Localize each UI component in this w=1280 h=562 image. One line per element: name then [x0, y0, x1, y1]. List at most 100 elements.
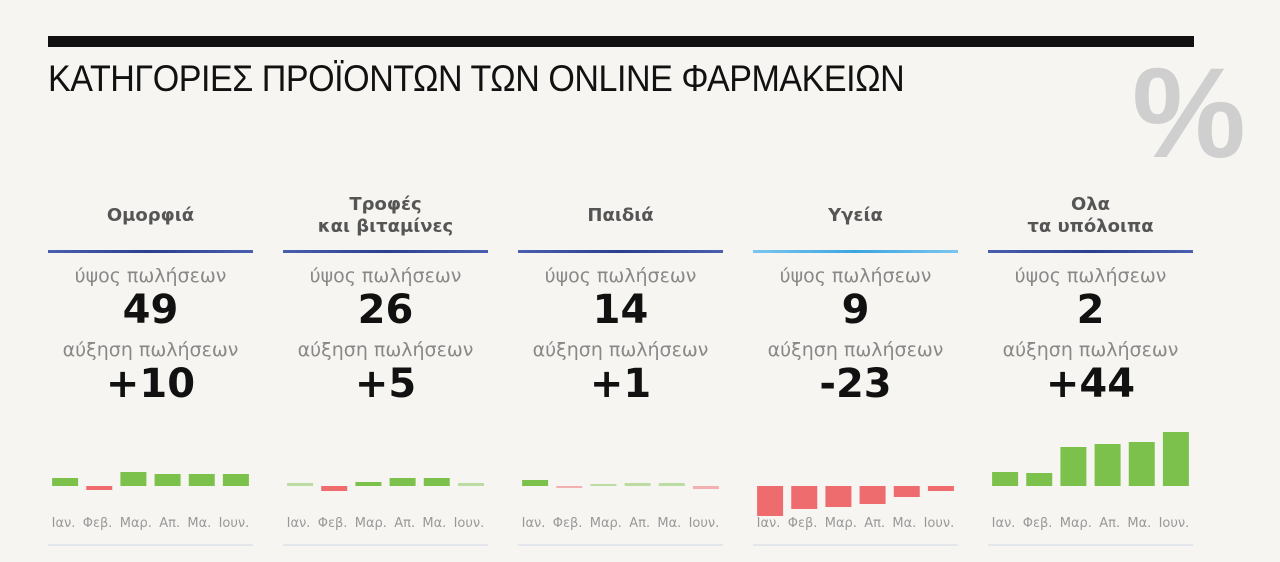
- sales-value: 49: [122, 287, 179, 333]
- month-label: Απ.: [159, 516, 181, 531]
- month-label: Απ.: [394, 516, 416, 531]
- month-label: Μα.: [657, 516, 682, 531]
- month-label: Μαρ.: [119, 516, 152, 531]
- bar-Ιαν.: [757, 486, 784, 516]
- mini-bar-chart: [757, 486, 954, 516]
- bottom-rule: [283, 544, 488, 546]
- bar-Μα.: [658, 483, 685, 486]
- bar-Ιαν.: [52, 478, 79, 486]
- month-label: Ιουν.: [218, 516, 250, 531]
- bar-Μα.: [893, 486, 920, 497]
- heading-rule: [753, 250, 958, 253]
- category-title: Ομορφιά: [106, 205, 195, 226]
- month-label: Απ.: [629, 516, 651, 531]
- growth-value: +44: [1045, 361, 1136, 407]
- growth-label: αύξηση πωλήσεων: [1002, 339, 1179, 361]
- sales-value: 14: [592, 287, 649, 333]
- bar-Φεβ.: [556, 486, 583, 488]
- percent-logo: %: [1132, 42, 1246, 185]
- month-label: Φεβ.: [1022, 516, 1053, 531]
- month-label: Μαρ.: [354, 516, 387, 531]
- category-panel: Υγεία ύψος πωλήσεων 9 αύξηση πωλήσεων -2…: [753, 190, 958, 546]
- growth-label: αύξηση πωλήσεων: [767, 339, 944, 361]
- growth-label: αύξηση πωλήσεων: [297, 339, 474, 361]
- growth-value: +5: [354, 361, 417, 407]
- heading-rule: [48, 250, 253, 253]
- category-panel: Ομορφιά ύψος πωλήσεων 49 αύξηση πωλήσεων…: [48, 190, 253, 546]
- month-labels: Ιαν. Φεβ. Μαρ. Απ. Μα. Ιουν.: [283, 516, 488, 531]
- bar-Απ.: [624, 483, 651, 486]
- bar-Ιουν.: [1162, 432, 1189, 486]
- bar-Ιαν.: [287, 483, 314, 486]
- month-label: Φεβ.: [82, 516, 113, 531]
- category-title: Υγεία: [828, 205, 883, 226]
- category-panel: Ολα τα υπόλοιπα ύψος πωλήσεων 2 αύξηση π…: [988, 190, 1193, 546]
- sales-label: ύψος πωλήσεων: [309, 265, 462, 287]
- category-panel: Τροφές και βιταμίνες ύψος πωλήσεων 26 αύ…: [283, 190, 488, 546]
- month-label: Ιουν.: [688, 516, 720, 531]
- bar-Μα.: [1128, 442, 1155, 486]
- top-rule: [48, 36, 1194, 47]
- bar-Απ.: [1094, 444, 1121, 486]
- month-labels: Ιαν. Φεβ. Μαρ. Απ. Μα. Ιουν.: [753, 516, 958, 531]
- month-label: Απ.: [864, 516, 886, 531]
- bottom-rule: [518, 544, 723, 546]
- heading-rule: [283, 250, 488, 253]
- bar-Μαρ.: [1060, 447, 1087, 486]
- month-label: Μα.: [892, 516, 917, 531]
- heading-rule: [518, 250, 723, 253]
- sales-label: ύψος πωλήσεων: [1014, 265, 1167, 287]
- bar-Ιαν.: [522, 480, 549, 486]
- bar-Ιουν.: [927, 486, 954, 491]
- month-label: Μα.: [187, 516, 212, 531]
- sales-value: 9: [841, 287, 870, 333]
- sales-value: 26: [357, 287, 414, 333]
- month-label: Ιαν.: [286, 516, 311, 531]
- category-title: Τροφές και βιταμίνες: [317, 194, 454, 237]
- bar-Φεβ.: [791, 486, 818, 509]
- bar-Μαρ.: [590, 484, 617, 486]
- bar-Ιουν.: [692, 486, 719, 489]
- month-label: Ιαν.: [991, 516, 1016, 531]
- sales-label: ύψος πωλήσεων: [544, 265, 697, 287]
- month-label: Ιουν.: [453, 516, 485, 531]
- bar-Απ.: [859, 486, 886, 504]
- growth-value: -23: [819, 361, 892, 407]
- month-label: Μαρ.: [824, 516, 857, 531]
- month-label: Μαρ.: [1059, 516, 1092, 531]
- month-labels: Ιαν. Φεβ. Μαρ. Απ. Μα. Ιουν.: [988, 516, 1193, 531]
- month-label: Φεβ.: [552, 516, 583, 531]
- bar-Μαρ.: [120, 472, 147, 486]
- month-label: Ιαν.: [521, 516, 546, 531]
- bar-Μα.: [423, 478, 450, 486]
- sales-label: ύψος πωλήσεων: [779, 265, 932, 287]
- bar-Μαρ.: [825, 486, 852, 507]
- month-label: Ιουν.: [1158, 516, 1190, 531]
- page-title: ΚΑΤΗΓΟΡΙΕΣ ΠΡΟΪΟΝΤΩΝ ΤΩΝ ONLINE ΦΑΡΜΑΚΕΙ…: [48, 58, 905, 99]
- category-title: Ολα τα υπόλοιπα: [1027, 194, 1154, 237]
- growth-value: +10: [105, 361, 196, 407]
- bar-Ιουν.: [222, 474, 249, 486]
- mini-bar-chart: [522, 480, 719, 489]
- bar-Φεβ.: [321, 486, 348, 491]
- month-label: Φεβ.: [787, 516, 818, 531]
- month-label: Ιαν.: [51, 516, 76, 531]
- bar-Φεβ.: [86, 486, 113, 490]
- bar-Μα.: [188, 474, 215, 486]
- growth-label: αύξηση πωλήσεων: [62, 339, 239, 361]
- sales-value: 2: [1076, 287, 1105, 333]
- month-label: Μα.: [422, 516, 447, 531]
- bar-Ιουν.: [457, 483, 484, 486]
- category-panel: Παιδιά ύψος πωλήσεων 14 αύξηση πωλήσεων …: [518, 190, 723, 546]
- bar-Απ.: [154, 474, 181, 486]
- month-labels: Ιαν. Φεβ. Μαρ. Απ. Μα. Ιουν.: [518, 516, 723, 531]
- month-labels: Ιαν. Φεβ. Μαρ. Απ. Μα. Ιουν.: [48, 516, 253, 531]
- month-label: Μα.: [1127, 516, 1152, 531]
- bottom-rule: [988, 544, 1193, 546]
- category-title: Παιδιά: [587, 205, 654, 226]
- month-label: Φεβ.: [317, 516, 348, 531]
- mini-bar-chart: [992, 432, 1189, 486]
- growth-label: αύξηση πωλήσεων: [532, 339, 709, 361]
- bar-Ιαν.: [992, 472, 1019, 486]
- mini-bar-chart: [52, 472, 249, 490]
